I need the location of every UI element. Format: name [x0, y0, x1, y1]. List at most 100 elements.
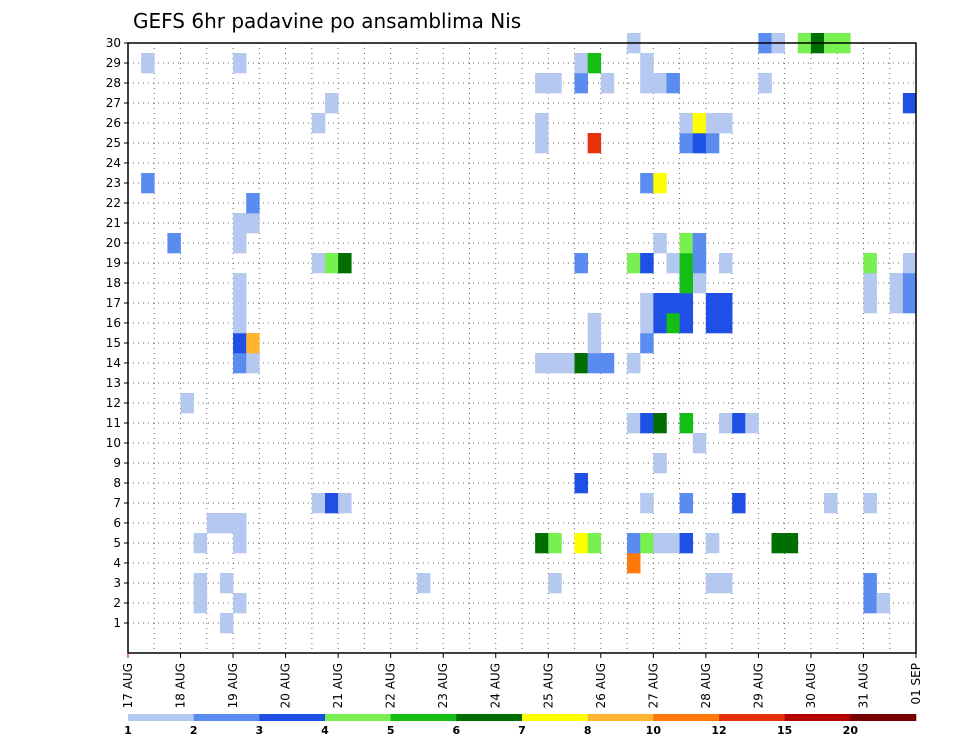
heatmap-cell	[338, 493, 352, 514]
heatmap-cell	[574, 73, 588, 94]
heatmap-cell	[640, 413, 654, 434]
heatmap-cell	[653, 173, 667, 194]
y-tick-label: 16	[106, 316, 121, 330]
heatmap-cell	[574, 353, 588, 374]
legend-label: 6	[453, 724, 461, 737]
heatmap-cell	[863, 273, 877, 294]
heatmap-cell	[193, 573, 208, 594]
legend-swatch	[719, 714, 785, 721]
y-axis-ticks: 1234567891011121314151617181920212223242…	[106, 36, 128, 630]
heatmap-cell	[889, 293, 904, 314]
heatmap-cell	[233, 353, 247, 374]
heatmap-cell	[679, 493, 694, 514]
y-tick-label: 17	[106, 296, 121, 310]
heatmap-cell	[889, 273, 904, 294]
legend-label: 1	[124, 724, 132, 737]
heatmap-cell	[246, 193, 260, 214]
legend-label: 10	[646, 724, 662, 737]
heatmap-cell	[325, 493, 339, 514]
y-tick-label: 18	[106, 276, 121, 290]
heatmap-cell	[574, 253, 588, 274]
y-tick-label: 7	[113, 496, 121, 510]
heatmap-cell	[692, 113, 707, 134]
heatmap-cell	[233, 593, 247, 614]
x-tick-label: 21 AUG	[331, 663, 345, 708]
heatmap-cell	[233, 213, 247, 234]
legend-swatch	[850, 714, 917, 721]
legend-swatch	[653, 714, 720, 721]
heatmap-cell	[587, 333, 602, 354]
heatmap-cell	[705, 533, 720, 554]
heatmap-cell	[233, 273, 247, 294]
y-tick-label: 13	[106, 376, 121, 390]
heatmap-cell	[548, 353, 562, 374]
legend-label: 8	[584, 724, 592, 737]
heatmap-cell	[574, 533, 588, 554]
heatmap-cell	[627, 253, 641, 274]
x-tick-label: 31 AUG	[856, 663, 870, 708]
heatmap-cell	[666, 533, 680, 554]
heatmap-cell	[679, 233, 694, 254]
heatmap-cell	[311, 493, 326, 514]
heatmap-cell	[732, 493, 746, 514]
heatmap-cell	[876, 593, 891, 614]
y-tick-label: 11	[106, 416, 121, 430]
heatmap-cell	[653, 453, 667, 474]
heatmap-cell	[246, 333, 260, 354]
heatmap-cell	[587, 53, 602, 74]
heatmap-cell	[640, 253, 654, 274]
heatmap-cell	[719, 253, 733, 274]
heatmap-cell	[679, 313, 694, 334]
heatmap-cell	[640, 173, 654, 194]
x-tick-label: 18 AUG	[174, 663, 188, 708]
x-tick-label: 27 AUG	[646, 663, 660, 708]
heatmap-cell	[902, 273, 917, 294]
y-tick-label: 4	[113, 556, 121, 570]
heatmap-cell	[535, 73, 549, 94]
chart-title: GEFS 6hr padavine po ansamblima Nis	[133, 9, 521, 33]
legend-label: 20	[843, 724, 859, 737]
heatmap-cell	[666, 253, 680, 274]
heatmap-cell	[679, 273, 694, 294]
heatmap-cell	[233, 233, 247, 254]
heatmap-cell	[679, 533, 694, 554]
heatmap-cell	[587, 133, 602, 154]
heatmap-cell	[338, 253, 352, 274]
heatmap-cell	[141, 173, 155, 194]
heatmap-cell	[535, 533, 549, 554]
heatmap-cell	[640, 53, 654, 74]
y-tick-label: 9	[113, 456, 121, 470]
heatmap-cell	[587, 533, 602, 554]
heatmap-cell	[206, 513, 221, 534]
heatmap-cell	[640, 333, 654, 354]
heatmap-cell	[705, 113, 720, 134]
legend-swatch	[325, 714, 391, 721]
x-tick-label: 17 AUG	[121, 663, 135, 708]
heatmap-cell	[863, 593, 877, 614]
heatmap-cell	[863, 253, 877, 274]
heatmap-cell	[219, 513, 234, 534]
heatmap-cell	[640, 73, 654, 94]
legend-label: 2	[190, 724, 198, 737]
legend-swatch	[784, 714, 851, 721]
heatmap-cell	[679, 413, 694, 434]
y-tick-label: 22	[106, 196, 121, 210]
y-tick-label: 19	[106, 256, 121, 270]
heatmap-cell	[679, 113, 694, 134]
heatmap-cell	[233, 293, 247, 314]
y-tick-label: 3	[113, 576, 121, 590]
heatmap-cell	[863, 573, 877, 594]
heatmap-cell	[416, 573, 431, 594]
y-tick-label: 25	[106, 136, 121, 150]
heatmap-cell	[193, 593, 208, 614]
y-tick-label: 23	[106, 176, 121, 190]
heatmap-cell	[732, 413, 746, 434]
heatmap-cell	[193, 533, 208, 554]
heatmap-cell	[758, 73, 772, 94]
y-tick-label: 30	[106, 36, 121, 50]
heatmap-cell	[902, 253, 917, 274]
x-tick-label: 24 AUG	[489, 663, 503, 708]
heatmap-cell	[587, 313, 602, 334]
legend-label: 3	[256, 724, 264, 737]
